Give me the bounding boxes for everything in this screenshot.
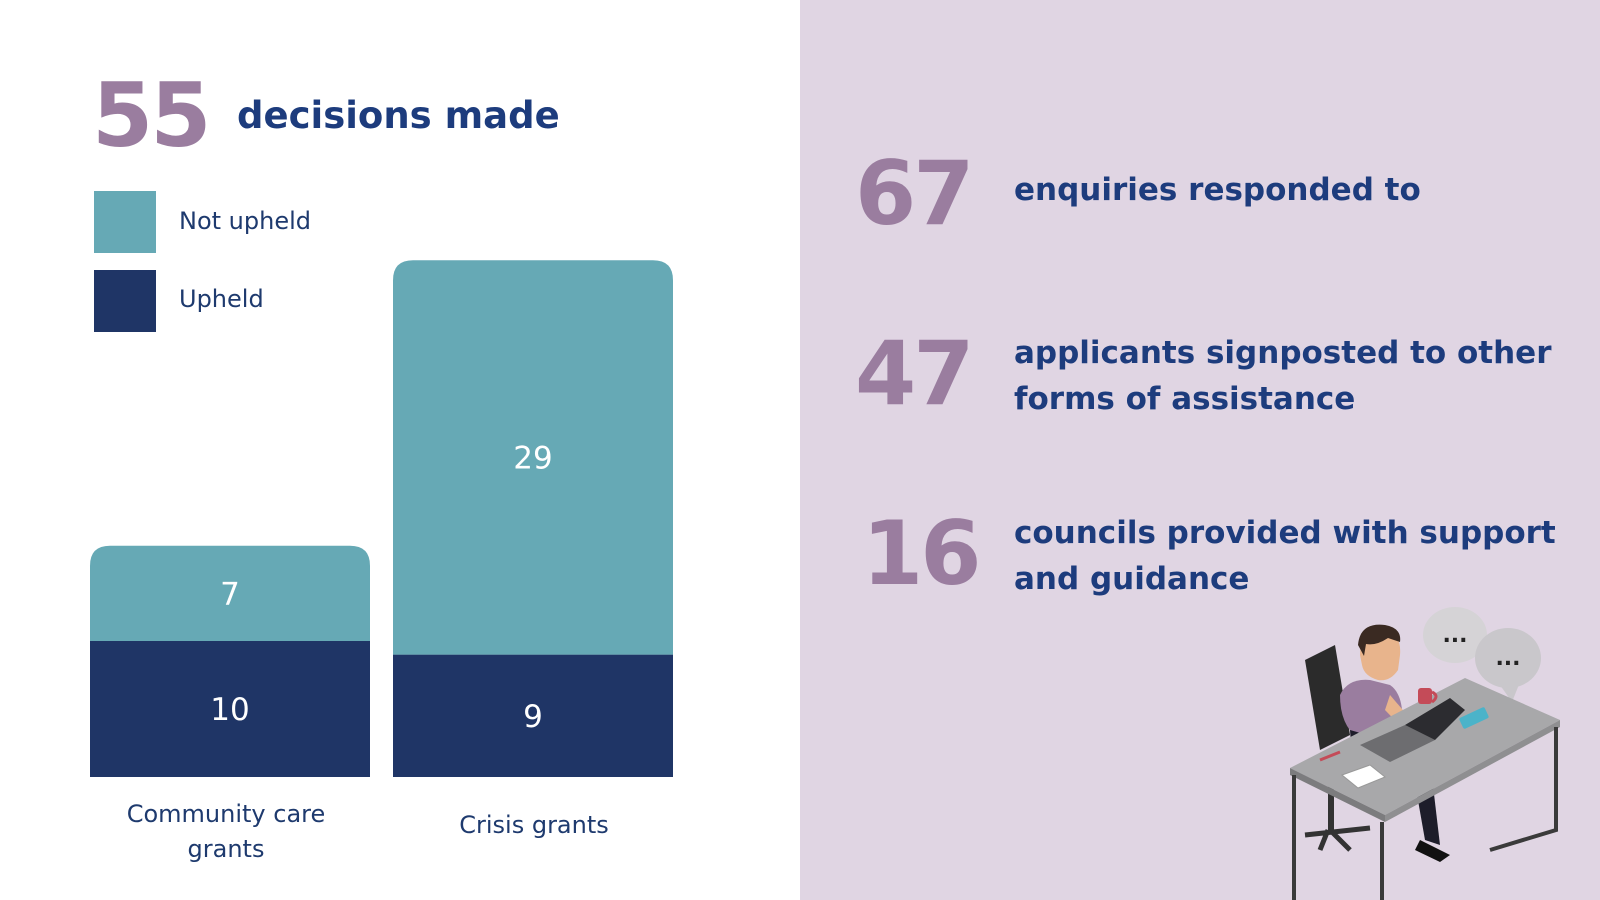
bar-upheld-2 bbox=[393, 654, 673, 777]
signposted-number: 47 bbox=[855, 322, 974, 425]
total-decisions-label: decisions made bbox=[237, 94, 560, 137]
stacked-bar-chart: 10 7 9 29 bbox=[90, 260, 673, 777]
councils-label-line: councils provided with support bbox=[1014, 515, 1556, 551]
category-label-crisis: Crisis grants bbox=[394, 808, 674, 843]
laptop-icon bbox=[1360, 698, 1465, 762]
enquiries-label: enquiries responded to bbox=[1014, 167, 1421, 213]
data-label-not-upheld-2: 29 bbox=[513, 440, 552, 476]
councils-number: 16 bbox=[862, 502, 981, 605]
total-decisions-number: 55 bbox=[92, 64, 211, 167]
person-at-desk-icon: ... ... bbox=[1290, 607, 1560, 900]
chair-icon bbox=[1305, 645, 1350, 750]
signposted-label-line: forms of assistance bbox=[1014, 381, 1356, 417]
councils-label-line: and guidance bbox=[1014, 561, 1250, 597]
enquiries-number: 67 bbox=[855, 142, 974, 245]
speech-bubble-text: ... bbox=[1442, 623, 1467, 648]
category-label-line: grants bbox=[187, 835, 265, 863]
bar-upheld-1 bbox=[90, 641, 370, 777]
speech-bubble-icon: ... bbox=[1423, 607, 1487, 663]
data-label-not-upheld-1: 7 bbox=[220, 576, 240, 612]
legend-label-not-upheld: Not upheld bbox=[179, 207, 311, 235]
bar-not-upheld-2 bbox=[393, 260, 673, 655]
signposted-label-line: applicants signposted to other bbox=[1014, 335, 1552, 371]
enquiries-label-line: enquiries responded to bbox=[1014, 172, 1421, 208]
legend-label-upheld: Upheld bbox=[179, 285, 264, 313]
data-label-upheld-1: 10 bbox=[210, 692, 249, 728]
category-label-line: Crisis grants bbox=[459, 811, 609, 839]
notebook-icon bbox=[1340, 764, 1386, 789]
speech-bubble-text: ... bbox=[1495, 646, 1520, 671]
category-label-line: Community care bbox=[126, 800, 326, 828]
pen-icon bbox=[1319, 750, 1341, 762]
data-label-upheld-2: 9 bbox=[523, 699, 543, 735]
category-label-community-care: Community care grants bbox=[86, 797, 366, 867]
legend-swatch-not-upheld bbox=[94, 191, 156, 253]
legend-swatch-upheld bbox=[94, 270, 156, 332]
mug-icon bbox=[1418, 688, 1438, 704]
phone-icon bbox=[1459, 707, 1489, 729]
speech-bubble-icon: ... bbox=[1475, 628, 1541, 702]
councils-label: councils provided with support and guida… bbox=[1014, 510, 1556, 602]
bar-not-upheld-1 bbox=[90, 545, 370, 641]
signposted-label: applicants signposted to other forms of … bbox=[1014, 330, 1552, 422]
